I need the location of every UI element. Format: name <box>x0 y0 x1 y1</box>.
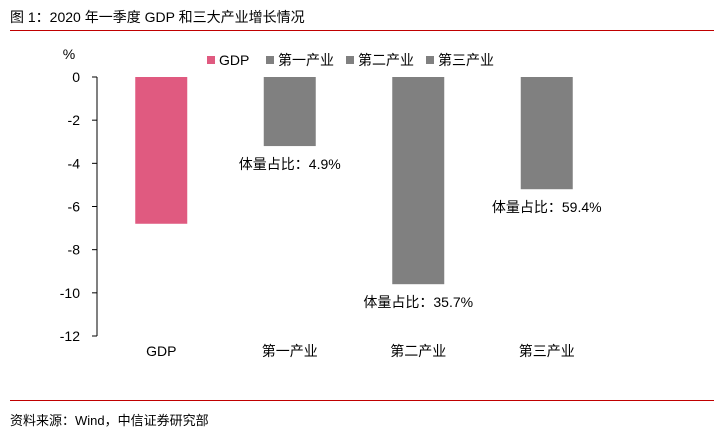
y-unit-label: % <box>63 46 75 62</box>
bars <box>135 77 573 285</box>
legend-label: 第二产业 <box>358 52 414 68</box>
annotation-label: 体量占比：35.7% <box>363 294 473 310</box>
y-axis: 0 -2 -4 -6 -8 -10 -12 <box>60 69 98 344</box>
top-rule <box>10 30 714 31</box>
legend-label: 第一产业 <box>278 52 334 68</box>
bar-0 <box>135 77 188 224</box>
legend-swatch <box>426 56 434 64</box>
y-tick-label: -8 <box>68 242 81 258</box>
legend-label: 第三产业 <box>438 52 494 68</box>
figure-title: 图 1：2020 年一季度 GDP 和三大产业增长情况 <box>10 9 305 25</box>
y-tick-label: -2 <box>68 112 81 128</box>
y-tick-label: -10 <box>60 285 80 301</box>
y-tick-label: -4 <box>68 155 81 171</box>
legend-swatch <box>207 56 215 64</box>
legend: GDP 第一产业 第二产业 第三产业 <box>207 52 494 68</box>
y-tick-label: 0 <box>72 69 80 85</box>
x-axis-labels: GDP 第一产业 第二产业 第三产业 <box>146 343 575 359</box>
annotation-label: 体量占比：59.4% <box>492 199 602 215</box>
annotation-label: 体量占比：4.9% <box>239 156 341 172</box>
legend-swatch <box>346 56 354 64</box>
bar-1 <box>263 77 316 147</box>
x-category-label: 第三产业 <box>519 343 575 359</box>
source-note: 资料来源：Wind，中信证券研究部 <box>10 413 209 428</box>
annotations: 体量占比：4.9% 体量占比：35.7% 体量占比：59.4% <box>239 156 602 310</box>
y-tick-label: -6 <box>68 199 81 215</box>
x-category-label: 第二产业 <box>390 343 446 359</box>
x-category-label: 第一产业 <box>262 343 318 359</box>
legend-label: GDP <box>219 52 249 68</box>
bottom-rule <box>10 400 714 401</box>
legend-swatch <box>266 56 274 64</box>
bar-2 <box>392 77 445 285</box>
y-tick-label: -12 <box>60 328 80 344</box>
bar-3 <box>520 77 573 190</box>
x-category-label: GDP <box>146 343 176 359</box>
